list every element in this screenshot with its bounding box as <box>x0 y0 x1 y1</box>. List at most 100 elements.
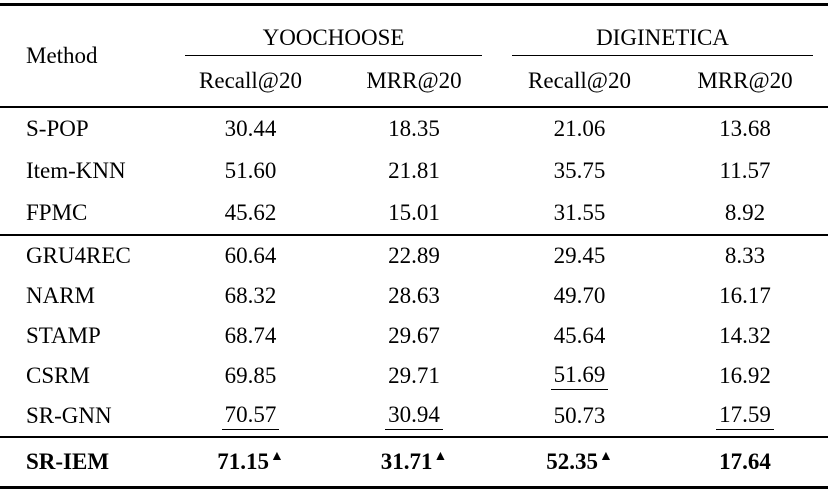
metric-value: 8.33 <box>724 243 766 268</box>
metric-value: 31.55 <box>553 200 606 225</box>
significance-triangle-icon: ▲ <box>433 449 448 464</box>
group-header-row: YOOCHOOSE DIGINETICA <box>0 6 828 56</box>
value-cell: 31.55 <box>497 200 662 226</box>
table-row: STAMP 68.74 29.67 45.64 14.32 <box>0 316 828 356</box>
metric-value: 60.64 <box>224 243 277 268</box>
method-cell: Item-KNN <box>26 158 126 183</box>
header-divider-rule <box>0 106 828 108</box>
value-cell: 16.17 <box>662 283 828 309</box>
method-cell: S-POP <box>26 116 89 141</box>
significance-triangle-icon: ▲ <box>598 449 613 464</box>
metric-value: 45.62 <box>224 200 277 225</box>
method-cell: SR-GNN <box>26 403 112 428</box>
column-header-yoochoose-recall: Recall@20 <box>199 68 302 93</box>
method-cell: FPMC <box>26 200 88 225</box>
table-row: NARM 68.32 28.63 49.70 16.17 <box>0 276 828 316</box>
metric-value: 13.68 <box>719 116 771 141</box>
value-cell: 22.89 <box>331 243 497 269</box>
table-body: S-POP 30.44 18.35 21.06 13.68 Item-KNN 51.60 21… <box>0 108 828 486</box>
section-divider-rule <box>0 234 828 236</box>
bottom-rule <box>0 486 828 489</box>
metric-value: 22.89 <box>388 243 440 268</box>
table-row: S-POP 30.44 18.35 21.06 13.68 <box>0 108 828 150</box>
value-cell: 17.59 <box>662 402 828 431</box>
metric-value: 71.15 <box>217 449 269 474</box>
metric-value: 29.45 <box>553 243 606 268</box>
value-cell: 17.64 <box>662 449 828 475</box>
value-cell: 29.45 <box>497 243 662 269</box>
value-cell: 35.75 <box>497 158 662 184</box>
value-cell: 30.94 <box>331 402 497 431</box>
metric-value: 68.32 <box>224 283 277 308</box>
metric-value: 68.74 <box>224 323 277 348</box>
metric-value: 30.44 <box>224 116 277 141</box>
section-proposed-model: SR-IEM 71.15▲ 31.71▲ 52.35▲ 17.64 <box>0 438 828 486</box>
metric-header-row: Recall@20 MRR@20 Recall@20 MRR@20 <box>0 56 828 106</box>
value-cell: 13.68 <box>662 116 828 142</box>
value-cell: 14.32 <box>662 323 828 349</box>
method-cell: CSRM <box>26 363 90 388</box>
metric-value: 28.63 <box>388 283 440 308</box>
value-cell: 28.63 <box>331 283 497 309</box>
group-header-yoochoose-rule: YOOCHOOSE <box>185 6 482 56</box>
value-cell: 30.44 <box>170 116 331 142</box>
metric-value: 17.64 <box>719 449 771 474</box>
table-row: Item-KNN 51.60 21.81 35.75 11.57 <box>0 150 828 192</box>
metric-value: 15.01 <box>388 200 440 225</box>
metric-value: 35.75 <box>553 158 606 183</box>
value-cell: 49.70 <box>497 283 662 309</box>
column-header-diginetica-mrr: MRR@20 <box>697 68 793 93</box>
method-column-header: Method <box>26 43 98 68</box>
metric-value: 52.35 <box>546 449 598 474</box>
value-cell: 29.71 <box>331 363 497 389</box>
value-cell: 21.81 <box>331 158 497 184</box>
significance-triangle-icon: ▲ <box>269 449 284 464</box>
group-label: DIGINETICA <box>596 25 729 50</box>
metric-value: 21.81 <box>388 158 440 183</box>
value-cell: 18.35 <box>331 116 497 142</box>
metric-value: 45.64 <box>553 323 606 348</box>
metric-value: 16.17 <box>719 283 771 308</box>
value-cell: 68.74 <box>170 323 331 349</box>
group-header-diginetica-rule: DIGINETICA <box>512 6 813 56</box>
section-traditional-baselines: S-POP 30.44 18.35 21.06 13.68 Item-KNN 51.60 21… <box>0 108 828 234</box>
value-cell: 51.69 <box>497 362 662 391</box>
value-cell: 31.71▲ <box>331 449 497 475</box>
metric-value: 29.67 <box>388 323 440 348</box>
table-row: SR-IEM 71.15▲ 31.71▲ 52.35▲ 17.64 <box>0 438 828 486</box>
metric-value: 29.71 <box>388 363 440 388</box>
method-cell: GRU4REC <box>26 243 131 268</box>
metric-value: 17.59 <box>716 402 774 431</box>
method-cell: SR-IEM <box>26 449 110 474</box>
column-header-yoochoose-mrr: MRR@20 <box>366 68 462 93</box>
value-cell: 8.33 <box>662 243 828 269</box>
metric-value: 69.85 <box>224 363 277 388</box>
metric-value: 30.94 <box>385 402 443 431</box>
metric-value: 8.92 <box>724 200 766 225</box>
table-row: CSRM 69.85 29.71 51.69 16.92 <box>0 356 828 396</box>
method-cell: STAMP <box>26 323 101 348</box>
value-cell: 50.73 <box>497 403 662 429</box>
value-cell: 69.85 <box>170 363 331 389</box>
table-header: Method YOOCHOOSE DIGINETICA Recall@20 MR… <box>0 6 828 106</box>
value-cell: 29.67 <box>331 323 497 349</box>
value-cell: 21.06 <box>497 116 662 142</box>
table-row: SR-GNN 70.57 30.94 50.73 17.59 <box>0 396 828 436</box>
group-header-diginetica: DIGINETICA <box>497 6 828 56</box>
value-cell: 71.15▲ <box>170 449 331 475</box>
section-divider-rule <box>0 436 828 438</box>
value-cell: 60.64 <box>170 243 331 269</box>
value-cell: 52.35▲ <box>497 449 662 475</box>
group-header-yoochoose: YOOCHOOSE <box>170 6 497 56</box>
value-cell: 8.92 <box>662 200 828 226</box>
value-cell: 11.57 <box>662 158 828 184</box>
value-cell: 45.62 <box>170 200 331 226</box>
metric-value: 31.71 <box>380 449 433 474</box>
value-cell: 68.32 <box>170 283 331 309</box>
value-cell: 70.57 <box>170 402 331 431</box>
metric-value: 51.69 <box>550 362 609 391</box>
value-cell: 45.64 <box>497 323 662 349</box>
metric-value: 50.73 <box>553 403 606 428</box>
value-cell: 15.01 <box>331 200 497 226</box>
